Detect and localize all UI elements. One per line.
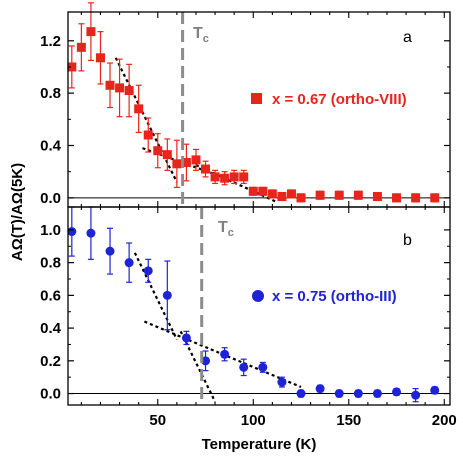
panel-a-letter: a bbox=[403, 29, 412, 46]
panel-b-data-point bbox=[162, 290, 172, 300]
panel-a-data-point bbox=[95, 53, 105, 63]
panel-a-data-point bbox=[296, 193, 306, 203]
panel-a-y-tick-label: 0.4 bbox=[40, 137, 62, 154]
panel-b-data-point bbox=[220, 349, 230, 359]
panel-a-data-point bbox=[392, 193, 402, 203]
panel-a-guide-line-0 bbox=[114, 57, 178, 183]
panel-a-data-point bbox=[210, 172, 220, 182]
panel-a-data-point bbox=[229, 172, 239, 182]
panel-a-data-point bbox=[143, 130, 153, 140]
panel-b-data-point bbox=[277, 377, 287, 387]
panel-a-legend: x = 0.67 (ortho-VIII) bbox=[251, 91, 407, 108]
panel-a-data-point bbox=[172, 159, 182, 169]
panel-b-data-point bbox=[181, 333, 191, 343]
panel-a-data-point bbox=[248, 186, 258, 196]
panel-a-data-point bbox=[191, 155, 201, 165]
panel-a-data-point bbox=[220, 173, 230, 183]
panel-a-data-point bbox=[153, 146, 163, 156]
panel-b-data-point bbox=[334, 389, 344, 399]
panel-b-data-point bbox=[124, 258, 134, 268]
panel-b-y-tick-label: 0.8 bbox=[40, 255, 61, 272]
panel-b-guide-lines bbox=[133, 252, 302, 403]
x-tick-label: 100 bbox=[241, 412, 266, 429]
panel-a-y-ticks: 0.0 0.4 0.8 1.2 bbox=[40, 33, 450, 207]
panel-b-legend-text: x = 0.75 (ortho-III) bbox=[272, 288, 397, 305]
panel-b-data-point bbox=[296, 389, 306, 399]
x-tick-label: 150 bbox=[336, 412, 361, 429]
panel-b: Tc b x = 0.75 (ortho-III) 0.00.20.40.60.… bbox=[40, 206, 457, 429]
panel-b-data-point bbox=[239, 362, 249, 372]
panel-a-guide-lines bbox=[114, 57, 277, 203]
panel-b-data-point bbox=[411, 390, 421, 400]
panel-a-data-point bbox=[201, 164, 211, 174]
panel-b-data-point bbox=[315, 384, 325, 394]
panel-a-data-points bbox=[67, 27, 440, 203]
panel-b-y-tick-label: 0.0 bbox=[40, 386, 61, 403]
panel-a-data-point bbox=[76, 42, 86, 52]
panel-b-data-point bbox=[86, 228, 96, 238]
panel-b-data-point bbox=[430, 385, 440, 395]
panel-a-y-tick-label: 0.0 bbox=[40, 190, 61, 207]
panel-b-data-point bbox=[353, 389, 363, 399]
panel-a-tc-label: Tc bbox=[193, 25, 209, 45]
panel-a-data-point bbox=[315, 190, 325, 200]
panel-a-data-point bbox=[372, 192, 382, 202]
panel-a-data-point bbox=[134, 104, 144, 114]
panel-a-data-point bbox=[430, 193, 440, 203]
panel-a-data-point bbox=[286, 189, 296, 199]
panel-a-legend-marker bbox=[251, 93, 262, 104]
x-tick-labels: 50 100 150 200 bbox=[149, 412, 456, 429]
panel-b-legend: x = 0.75 (ortho-III) bbox=[252, 288, 397, 305]
x-tick-label: 200 bbox=[432, 412, 457, 429]
panel-a-y-tick-label: 0.8 bbox=[40, 85, 61, 102]
x-tick-label: 50 bbox=[149, 412, 166, 429]
panel-a-data-point bbox=[124, 86, 134, 96]
panel-b-y-tick-label: 0.6 bbox=[40, 287, 61, 304]
panel-b-data-point bbox=[105, 246, 115, 256]
panel-b-y-ticks: 0.0 0.2 0.4 0.6 0.8 1.0 bbox=[40, 222, 450, 403]
panel-b-frame bbox=[67, 206, 451, 406]
panel-b-y-tick-label: 0.2 bbox=[40, 353, 61, 370]
y-axis-title: AΩ(T)/AΩ(5K) bbox=[9, 163, 26, 261]
panel-b-data-point bbox=[143, 266, 153, 276]
panel-a-data-point bbox=[181, 158, 191, 168]
panel-b-data-point bbox=[372, 389, 382, 399]
panel-a-data-point bbox=[115, 83, 125, 93]
panel-a-data-point bbox=[353, 190, 363, 200]
panel-b-y-tick-label: 1.0 bbox=[40, 222, 61, 239]
panel-a-data-point bbox=[267, 189, 277, 199]
panel-a-data-point bbox=[67, 62, 77, 72]
panel-a-data-point bbox=[411, 193, 421, 203]
x-axis-title: Temperature (K) bbox=[202, 436, 317, 453]
panel-b-y-tick-label: 0.4 bbox=[40, 320, 62, 337]
panel-a-y-tick-label: 1.2 bbox=[40, 33, 61, 50]
panel-b-guide-line-0 bbox=[133, 252, 178, 341]
panel-b-letter: b bbox=[403, 232, 412, 249]
panel-b-legend-marker bbox=[252, 290, 264, 302]
panel-b-data-point bbox=[392, 387, 402, 397]
panel-a-data-point bbox=[258, 186, 268, 196]
panel-a-data-point bbox=[239, 172, 249, 182]
panel-b-data-points bbox=[67, 227, 440, 400]
panel-b-tc-label: Tc bbox=[218, 219, 234, 239]
panel-a-data-point bbox=[162, 150, 172, 160]
panel-a: Tc a x = 0.67 (ortho-VIII) 0.0 0.4 0.8 1.2 bbox=[40, 2, 451, 208]
panel-b-data-point bbox=[201, 356, 211, 366]
panel-a-data-point bbox=[334, 190, 344, 200]
panel-b-data-point bbox=[67, 227, 77, 237]
panel-a-data-point bbox=[105, 80, 115, 90]
panel-a-frame bbox=[67, 11, 451, 208]
panel-a-data-point bbox=[86, 27, 96, 37]
panel-b-data-point bbox=[258, 362, 268, 372]
panel-a-data-point bbox=[277, 192, 287, 202]
panel-a-legend-text: x = 0.67 (ortho-VIII) bbox=[272, 91, 407, 108]
panel-b-x-ticks bbox=[80, 207, 445, 405]
